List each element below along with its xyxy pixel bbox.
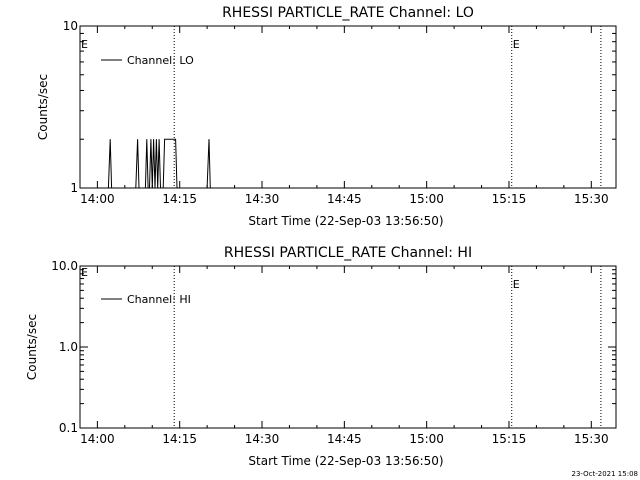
panel1-xtick-label: 14:30 xyxy=(245,192,280,206)
panel2-ytick-label: 10.0 xyxy=(51,259,78,273)
panel1-ytick-label: 1 xyxy=(70,181,78,195)
panel2-xtick-label: 14:45 xyxy=(327,432,362,446)
panel1-xtick-label: 14:00 xyxy=(80,192,115,206)
panel1-xlabel: Start Time (22-Sep-03 13:56:50) xyxy=(248,214,443,228)
panel2-xtick-label: 15:30 xyxy=(574,432,609,446)
panel1-ylabel: Counts/sec xyxy=(36,74,50,140)
panel1-corner-label: E xyxy=(81,38,88,51)
panel1-series-line xyxy=(107,138,212,189)
panel2-xtick-label: 14:15 xyxy=(162,432,197,446)
footer-timestamp: 23-Oct-2021 15:08 xyxy=(572,470,638,478)
panel2-legend-label: Channel: HI xyxy=(127,293,191,306)
panel1-xtick-label: 15:15 xyxy=(492,192,527,206)
panel2-frame xyxy=(79,265,617,429)
panel1-marker-label: E xyxy=(513,38,520,51)
panel2-corner-label: E xyxy=(81,266,88,279)
panel2-ytick-label: 1.0 xyxy=(59,340,78,354)
panel2-ytick-label: 0.1 xyxy=(59,421,78,435)
panel2-xlabel: Start Time (22-Sep-03 13:56:50) xyxy=(248,454,443,468)
panel1-xtick-label: 14:45 xyxy=(327,192,362,206)
panel1-legend-label: Channel: LO xyxy=(127,54,194,67)
panel1-xtick-label: 15:00 xyxy=(409,192,444,206)
panel1-xtick-label: 14:15 xyxy=(162,192,197,206)
panel2-marker-label: E xyxy=(513,278,520,291)
panel1-frame xyxy=(79,25,617,189)
panel2-xtick-label: 14:30 xyxy=(245,432,280,446)
panel1-ytick-label: 10 xyxy=(63,19,78,33)
panel2-title: RHESSI PARTICLE_RATE Channel: HI xyxy=(224,245,472,261)
panel1-title: RHESSI PARTICLE_RATE Channel: LO xyxy=(222,5,474,21)
panel2-ylabel: Counts/sec xyxy=(25,314,39,380)
panel2-xtick-label: 15:00 xyxy=(409,432,444,446)
panel2-xtick-label: 14:00 xyxy=(80,432,115,446)
panel1-xtick-label: 15:30 xyxy=(574,192,609,206)
panel2-xtick-label: 15:15 xyxy=(492,432,527,446)
